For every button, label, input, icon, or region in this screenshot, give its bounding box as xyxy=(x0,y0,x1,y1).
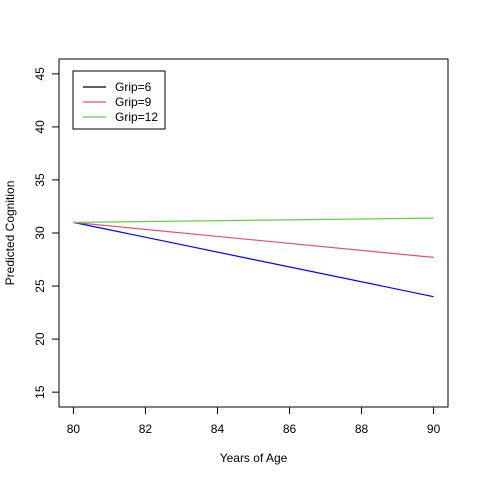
y-tick-label: 15 xyxy=(33,385,47,399)
y-axis: 15 20 25 30 35 40 45 xyxy=(33,67,60,399)
x-tick-label: 80 xyxy=(67,422,81,436)
x-tick-label: 90 xyxy=(427,422,441,436)
legend-entry: Grip=9 xyxy=(115,95,152,109)
y-tick-label: 40 xyxy=(33,120,47,134)
series-layer xyxy=(73,217,434,298)
x-axis: 80 82 84 86 88 90 xyxy=(67,406,441,436)
legend-entry: Grip=6 xyxy=(115,80,152,94)
legend-entry: Grip=12 xyxy=(115,110,158,124)
legend-box xyxy=(72,70,166,130)
series-line-0 xyxy=(73,221,434,298)
y-tick-label: 30 xyxy=(33,226,47,240)
series-line-1 xyxy=(73,221,434,258)
y-axis-label: Predicted Cognition xyxy=(3,181,17,286)
series-line-2 xyxy=(73,217,434,223)
x-axis-label: Years of Age xyxy=(220,451,288,465)
y-tick-label: 25 xyxy=(33,279,47,293)
x-tick-label: 82 xyxy=(139,422,153,436)
y-tick-label: 20 xyxy=(33,332,47,346)
y-tick-label: 35 xyxy=(33,173,47,187)
x-tick-label: 86 xyxy=(283,422,297,436)
x-tick-label: 88 xyxy=(355,422,369,436)
x-tick-label: 84 xyxy=(211,422,225,436)
y-tick-label: 45 xyxy=(33,67,47,81)
